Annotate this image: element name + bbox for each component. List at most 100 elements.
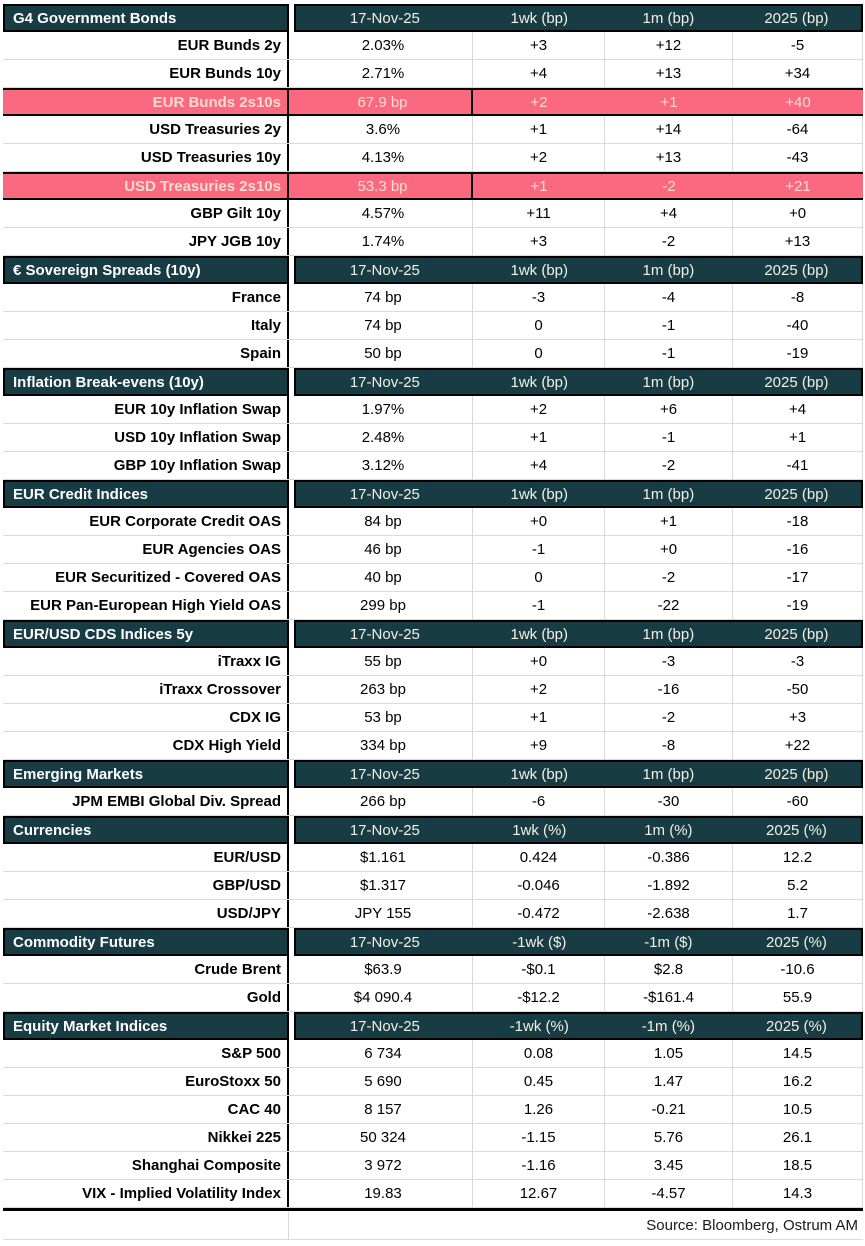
table-row: VIX - Implied Volatility Index 19.83 12.67… [3,1180,863,1208]
table-row: USD/JPY JPY 155 -0.472 -2.638 1.7 [3,900,863,928]
cell-value: +3 [733,704,863,731]
cell-value: -16 [733,536,863,563]
cell-value: -10.6 [733,956,863,983]
row-label: EUR Corporate Credit OAS [3,508,289,535]
cell-value: +9 [473,732,605,759]
cell-value: -$161.4 [605,984,733,1011]
row-values: 53 bp +1 -2 +3 [294,704,863,731]
table-row: EUR Agencies OAS 46 bp -1 +0 -16 [3,536,863,564]
cell-value: +1 [733,424,863,451]
cell-value: 74 bp [294,312,473,339]
row-values: 55 bp +0 -3 -3 [294,648,863,675]
cell-value: -8 [605,732,733,759]
cell-value: -0.046 [473,872,605,899]
column-header: 1m (bp) [642,261,695,279]
row-label: USD Treasuries 2s10s [3,174,289,198]
table-row: GBP Gilt 10y 4.57% +11 +4 +0 [3,200,863,228]
cell-value: 19.83 [294,1180,473,1207]
cell-value: 26.1 [733,1124,863,1151]
cell-value: 0 [473,340,605,367]
cell-value: 299 bp [294,592,473,619]
table-row: EUR Pan-European High Yield OAS 299 bp -1-… [3,592,863,620]
cell-value: $2.8 [605,956,733,983]
cell-value: -41 [733,452,863,479]
cell-value: 2.03% [294,32,473,59]
column-header: -1wk ($) [512,933,567,951]
cell-value: +1 [473,704,605,731]
cell-value: 1.74% [294,228,473,255]
cell-value: -0.21 [605,1096,733,1123]
cell-value: 5 690 [294,1068,473,1095]
row-label: CDX High Yield [3,732,289,759]
column-header: 17-Nov-25 [349,261,420,279]
column-header: 17-Nov-25 [349,765,420,783]
cell-value: -60 [733,788,863,815]
cell-value: 1.05 [605,1040,733,1067]
column-header: 1wk (bp) [510,261,569,279]
cell-value: 3.6% [294,116,473,143]
row-label: EUR Agencies OAS [3,536,289,563]
section-title: Inflation Break-evens (10y) [3,368,289,396]
row-values: 8 157 1.26 -0.21 10.5 [294,1096,863,1123]
cell-value: -8 [733,284,863,311]
table-row: CAC 40 8 157 1.26 -0.21 10.5 [3,1096,863,1124]
row-values: 5 690 0.45 1.47 16.2 [294,1068,863,1095]
row-values: 299 bp -1 -22 -19 [294,592,863,619]
cell-value: +3 [473,228,605,255]
cell-value: +3 [473,32,605,59]
header-columns: 17-Nov-25 1wk (bp) 1m (bp) 2025 (bp) [294,256,863,284]
cell-value: -1.16 [473,1152,605,1179]
table-row: USD Treasuries 10y 4.13% +2 +13 -43 [3,144,863,172]
row-values: 67.9 bp +2 +1 +40 [294,90,863,114]
cell-value: -19 [733,592,863,619]
row-label: GBP Gilt 10y [3,200,289,227]
row-values: 53.3 bp +1 -2 +21 [294,174,863,198]
row-values: 263 bp +2 -16 -50 [294,676,863,703]
table-row: Shanghai Composite 3 972 -1.16 3.45 18.5 [3,1152,863,1180]
cell-value: 40 bp [294,564,473,591]
column-header: -1m (%) [641,1017,696,1035]
cell-value: -19 [733,340,863,367]
cell-value: -1 [473,536,605,563]
header-columns: 17-Nov-25 1wk (bp) 1m (bp) 2025 (bp) [294,620,863,648]
row-values: 334 bp +9 -8 +22 [294,732,863,759]
cell-value: -1 [605,424,733,451]
column-header: 1wk (%) [512,821,567,839]
cell-value: 10.5 [733,1096,863,1123]
row-label: EUR/USD [3,844,289,871]
cell-value: 53 bp [294,704,473,731]
row-label: USD 10y Inflation Swap [3,424,289,451]
column-header: -1wk (%) [509,1017,569,1035]
cell-value: -2 [605,704,733,731]
section-header-row: Commodity Futures 17-Nov-25 -1wk ($) -1m ($… [3,928,863,956]
row-label: EUR Bunds 10y [3,60,289,87]
table-row: EUR/USD $1.161 0.424 -0.386 12.2 [3,844,863,872]
row-label: USD/JPY [3,900,289,927]
cell-value: -2 [605,228,733,255]
row-label: EUR Bunds 2y [3,32,289,59]
section-header-row: EUR/USD CDS Indices 5y 17-Nov-25 1wk (bp) 1… [3,620,863,648]
row-label: EUR Bunds 2s10s [3,90,289,114]
market-data-table: G4 Government Bonds 17-Nov-25 1wk (bp) 1m (… [3,4,863,1240]
table-row: USD Treasuries 2y 3.6% +1 +14 -64 [3,116,863,144]
cell-value: 12.2 [733,844,863,871]
column-header: 17-Nov-25 [349,485,420,503]
cell-value: -1 [473,592,605,619]
cell-value: +4 [605,200,733,227]
section-header-row: € Sovereign Spreads (10y) 17-Nov-25 1wk (b… [3,256,863,284]
cell-value: +0 [605,536,733,563]
cell-value: JPY 155 [294,900,473,927]
cell-value: -40 [733,312,863,339]
cell-value: 1.7 [733,900,863,927]
cell-value: 1.97% [294,396,473,423]
table-row: EUR Bunds 2y 2.03% +3 +12 -5 [3,32,863,60]
cell-value: $4 090.4 [294,984,473,1011]
column-header: 1m (bp) [642,625,695,643]
header-columns: 17-Nov-25 1wk (bp) 1m (bp) 2025 (bp) [294,4,863,32]
row-values: 3 972 -1.16 3.45 18.5 [294,1152,863,1179]
section-header-row: G4 Government Bonds 17-Nov-25 1wk (bp) 1m (… [3,4,863,32]
cell-value: +14 [605,116,733,143]
section-header-row: Inflation Break-evens (10y) 17-Nov-25 1wk … [3,368,863,396]
table-row: iTraxx IG 55 bp +0 -3 -3 [3,648,863,676]
row-values: 50 bp 0 -1 -19 [294,340,863,367]
